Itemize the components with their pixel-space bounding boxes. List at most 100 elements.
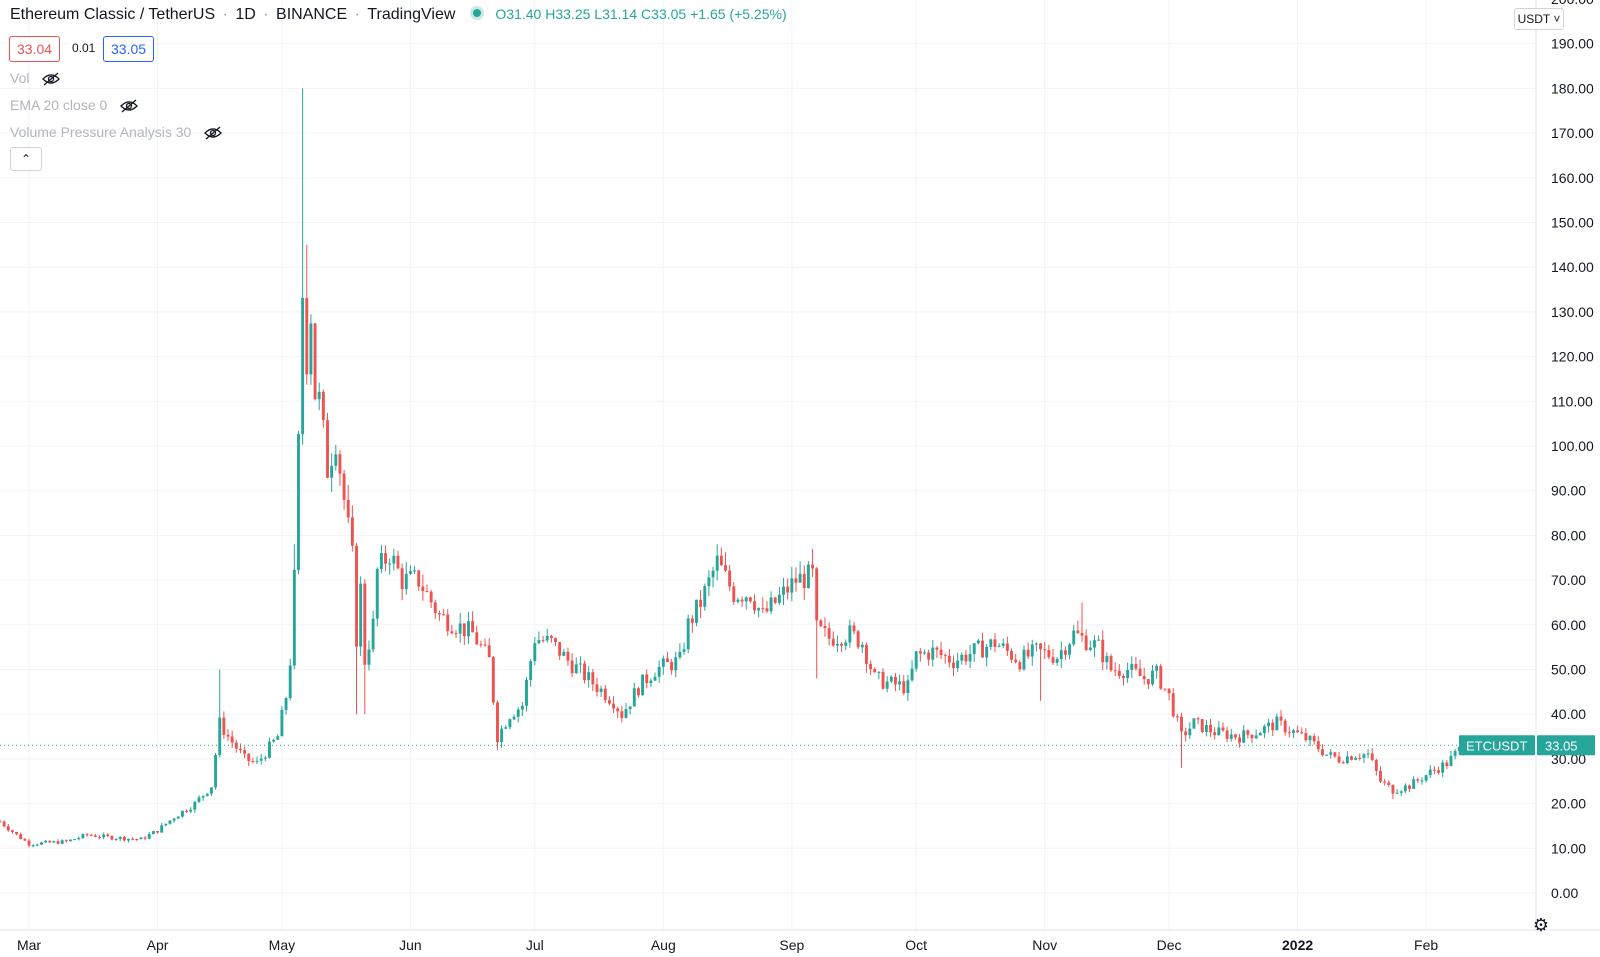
- candle-body: [848, 625, 852, 643]
- candle-body: [1391, 784, 1395, 794]
- candle-body: [1001, 643, 1005, 646]
- time-tick-label: Nov: [1032, 937, 1057, 953]
- candle-body: [525, 680, 528, 706]
- eye-off-icon[interactable]: [203, 126, 223, 140]
- high-value: 33.25: [555, 6, 591, 22]
- candle-body: [280, 709, 284, 737]
- candle-body: [914, 651, 918, 669]
- candle-body: [765, 608, 769, 612]
- candle-body: [1097, 639, 1101, 641]
- candle-body: [1213, 732, 1217, 736]
- candle-body: [1424, 775, 1428, 781]
- candle-body: [1010, 650, 1013, 660]
- price-axis[interactable]: 0.0010.0020.0030.0040.0050.0060.0070.008…: [1551, 0, 1594, 901]
- candle-body: [1005, 643, 1009, 651]
- symbol-tag-text: ETCUSDT: [1466, 738, 1527, 753]
- candle-body: [48, 840, 52, 843]
- candle-body: [869, 664, 873, 670]
- currency-selector[interactable]: USDT ˅: [1514, 8, 1564, 30]
- candle-body: [686, 618, 690, 650]
- sell-price-button[interactable]: 33.04: [9, 36, 61, 62]
- candle-body: [446, 614, 450, 632]
- candle-body: [881, 671, 885, 689]
- candle-body: [578, 663, 582, 665]
- candle-body: [898, 681, 902, 685]
- candle-body: [458, 623, 462, 634]
- candle-body: [1043, 649, 1047, 651]
- candle-body: [985, 646, 989, 658]
- exchange-label: BINANCE: [276, 6, 348, 23]
- candle-body: [823, 625, 827, 629]
- grid-lines: [0, 0, 1536, 930]
- candle-body: [375, 568, 379, 619]
- candle-body: [288, 665, 292, 699]
- time-tick-label: Jul: [526, 937, 544, 953]
- candle-body: [508, 719, 512, 728]
- eye-off-icon[interactable]: [41, 72, 61, 86]
- candle-body: [558, 642, 562, 656]
- candle-body: [1180, 716, 1183, 732]
- candle-body: [1403, 785, 1407, 792]
- collapse-indicators-button[interactable]: ⌃: [10, 147, 42, 171]
- candle-body: [147, 834, 151, 839]
- candle-body: [1304, 733, 1308, 741]
- candle-body: [52, 841, 56, 843]
- candle-body: [201, 795, 205, 798]
- gear-icon[interactable]: ⚙: [1532, 915, 1550, 935]
- source-label: TradingView: [367, 6, 456, 23]
- candle-body: [114, 838, 118, 840]
- candle-body: [856, 631, 860, 648]
- candle-body: [520, 705, 524, 710]
- candle-body: [1308, 736, 1312, 741]
- candle-body: [1325, 754, 1329, 756]
- candle-body: [197, 797, 201, 802]
- candle-body: [35, 844, 39, 846]
- candle-body: [624, 709, 628, 718]
- candle-body: [603, 688, 607, 701]
- candle-body: [1453, 751, 1457, 756]
- candle-body: [906, 680, 910, 694]
- candle-body: [172, 818, 176, 821]
- time-tick-label: Oct: [905, 937, 927, 953]
- candle-body: [467, 621, 470, 637]
- candle-body: [777, 594, 781, 603]
- candle-body: [164, 823, 168, 826]
- interval-label[interactable]: 1D: [235, 6, 256, 23]
- eye-off-icon[interactable]: [119, 99, 139, 113]
- candle-body: [1155, 665, 1159, 671]
- candle-body: [1055, 658, 1059, 663]
- buy-price-button[interactable]: 33.05: [103, 36, 155, 62]
- candle-body: [1026, 649, 1030, 657]
- candle-body: [657, 666, 661, 677]
- candle-body: [1175, 716, 1179, 718]
- candle-body: [496, 702, 499, 743]
- candle-body: [952, 662, 955, 669]
- candle-body: [1275, 716, 1279, 731]
- candle-body: [889, 676, 893, 682]
- indicator-vol[interactable]: Vol: [10, 70, 61, 86]
- candle-body: [1296, 730, 1300, 733]
- indicator-ema[interactable]: EMA 20 close 0: [10, 97, 139, 113]
- candle-body: [860, 644, 864, 648]
- candle-body: [355, 545, 358, 647]
- candle-body: [815, 568, 819, 621]
- candle-body: [1209, 724, 1212, 733]
- candle-body: [529, 661, 533, 681]
- candle-body: [512, 716, 516, 720]
- candle-body: [993, 639, 997, 647]
- time-axis[interactable]: Mar Apr May Jun Jul Aug Sep Oct Nov Dec 2022 Feb: [17, 937, 1438, 953]
- candle-body: [695, 599, 698, 623]
- candle-body: [437, 613, 441, 615]
- indicator-volume-pressure[interactable]: Volume Pressure Analysis 30: [10, 124, 223, 140]
- candle-body: [185, 810, 189, 812]
- candle-body: [923, 652, 926, 654]
- candle-body: [122, 836, 126, 841]
- candle-body: [645, 674, 649, 684]
- symbol-name[interactable]: Ethereum Classic / TetherUS: [10, 6, 216, 23]
- candle-body: [711, 570, 715, 578]
- time-tick-label: Jun: [399, 937, 422, 953]
- candle-body: [678, 651, 682, 658]
- candle-body: [346, 499, 350, 518]
- candle-body: [487, 645, 491, 658]
